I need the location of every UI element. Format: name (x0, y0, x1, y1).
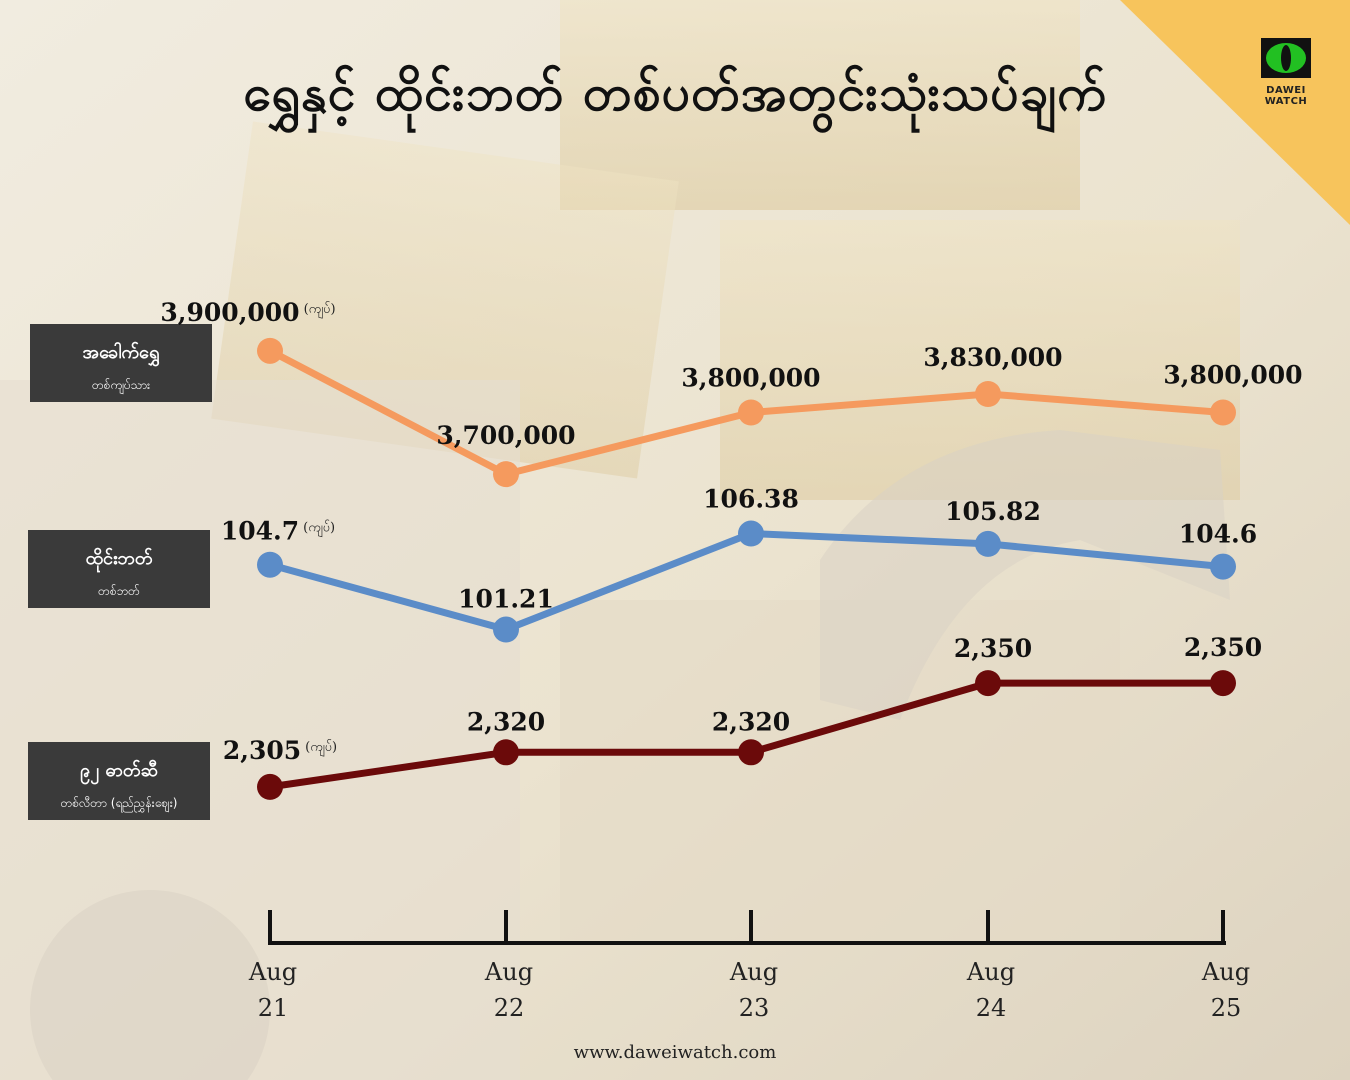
data-point (738, 520, 764, 547)
data-label: 3,700,000 (436, 421, 575, 450)
data-label: 101.21 (458, 585, 554, 614)
series-label-baht-unit: တစ်ဘတ် (98, 584, 140, 598)
data-point (257, 551, 283, 578)
data-label: 3,900,000 (160, 298, 299, 327)
data-label: 2,350 (1184, 633, 1262, 662)
series-label-gold-unit: တစ်ကျပ်သား (91, 378, 151, 392)
cat-eye-icon (1261, 38, 1311, 78)
data-label: 3,830,000 (923, 343, 1062, 372)
brand-name: DAWEI WATCH (1264, 85, 1308, 107)
data-label: 105.82 (945, 497, 1041, 526)
data-point (1210, 553, 1236, 580)
x-tick-label-day: 21 (258, 994, 289, 1022)
data-label: 2,320 (712, 707, 790, 736)
series-label-fuel-title: ၉၂ ဓာတ်ဆီ (80, 760, 158, 781)
data-point (1210, 670, 1236, 697)
series-label-gold: အခေါက်ရွှေ တစ်ကျပ်သား (30, 324, 212, 402)
x-tick-label-day: 22 (494, 994, 525, 1022)
data-label: 3,800,000 (1163, 361, 1302, 390)
data-point (738, 399, 764, 426)
data-point (493, 739, 519, 766)
unit-label: (ကျပ်) (304, 301, 336, 319)
unit-label: (ကျပ်) (305, 739, 337, 757)
x-tick-label-month: Aug (966, 958, 1015, 986)
x-tick-label-day: 25 (1211, 994, 1242, 1022)
data-point (975, 381, 1001, 407)
x-tick-label-day: 23 (739, 994, 770, 1022)
unit-label: (ကျပ်) (303, 520, 335, 538)
series-label-baht: ထိုင်းဘတ် တစ်ဘတ် (28, 530, 210, 608)
x-tick-label-day: 24 (976, 994, 1007, 1022)
data-point (493, 461, 519, 488)
x-tick-label-month: Aug (248, 958, 297, 986)
data-point (257, 773, 283, 800)
data-label: 3,800,000 (681, 364, 820, 393)
data-label: 104.6 (1179, 520, 1257, 549)
data-point (493, 616, 519, 643)
data-label: 2,350 (954, 634, 1032, 663)
data-label: 2,305 (223, 736, 301, 765)
data-label: 104.7 (221, 517, 299, 546)
footer-url: www.daweiwatch.com (573, 1042, 777, 1063)
series-label-fuel-unit: တစ်လီတာ (ရည်ညွှန်းဈေး) (60, 796, 178, 810)
data-point (975, 530, 1001, 557)
x-tick-label-month: Aug (1201, 958, 1250, 986)
data-label: 2,320 (467, 707, 545, 736)
data-point (257, 337, 283, 364)
series-label-fuel: ၉၂ ဓာတ်ဆီ တစ်လီတာ (ရည်ညွှန်းဈေး) (28, 742, 210, 820)
data-point (1210, 399, 1236, 426)
data-point (975, 670, 1001, 697)
x-tick-label-month: Aug (729, 958, 778, 986)
series-label-gold-title: အခေါက်ရွှေ (82, 342, 160, 363)
data-label: 106.38 (703, 485, 799, 514)
brand-logo: DAWEI WATCH (1252, 38, 1320, 107)
series-label-baht-title: ထိုင်းဘတ် (85, 548, 153, 569)
x-tick-label-month: Aug (484, 958, 533, 986)
data-point (738, 739, 764, 766)
series-line (269, 530, 1224, 633)
page-title: ရွှေနှင့် ထိုင်းဘတ် တစ်ပတ်အတွင်းသုံးသပ်ခ… (243, 64, 1107, 122)
